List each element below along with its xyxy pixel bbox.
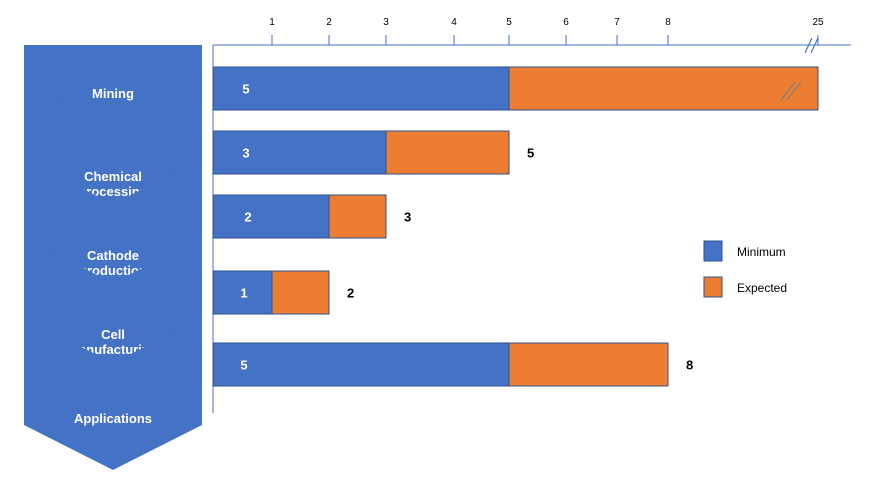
bars: 5 3 5 2 3 1 2 5 8 — [212, 66, 819, 387]
bar-break-mark — [780, 81, 796, 101]
stage-label: Mining — [92, 86, 134, 101]
bar-end-label: 2 — [347, 286, 354, 301]
bar-value-label: 2 — [244, 210, 251, 225]
bar-value-label: 3 — [242, 146, 249, 161]
x-tick-label: 4 — [451, 17, 457, 28]
x-tick-label: 6 — [563, 17, 569, 28]
bar-minimum — [212, 66, 510, 111]
legend-label: Minimum — [737, 245, 786, 259]
stage-label: Cathode — [87, 248, 139, 263]
bar-expected — [271, 270, 330, 315]
legend-swatch — [703, 240, 723, 262]
stage-label: Applications — [74, 411, 152, 426]
bar-value-label: 1 — [240, 286, 247, 301]
bar-expected — [328, 194, 387, 239]
bar-break-mark — [786, 81, 802, 101]
axis-break-mark — [810, 37, 819, 54]
bar-value-label: 5 — [242, 82, 249, 97]
x-tick-label: 2 — [326, 17, 332, 28]
stage-label: Chemical — [84, 169, 142, 184]
bar-end-label: 3 — [404, 210, 411, 225]
bar-end-label: 8 — [686, 358, 693, 373]
stage-chevrons: MiningChemicalprocessingCathodeproductio… — [24, 45, 202, 470]
legend: Minimum Expected — [703, 240, 787, 298]
stage-chevron — [24, 318, 202, 470]
bar-minimum — [212, 130, 387, 175]
legend-swatch — [703, 276, 723, 298]
bar-minimum — [212, 342, 510, 387]
stage-label: Cell — [101, 327, 125, 342]
bar-expected — [508, 342, 669, 387]
x-tick-label: 25 — [812, 17, 824, 28]
legend-label: Expected — [737, 281, 787, 295]
stage-label: production — [79, 263, 147, 278]
bar-minimum — [212, 194, 330, 239]
bar-expected — [508, 66, 819, 111]
bar-end-label: 5 — [527, 146, 534, 161]
axis-break-mark — [804, 37, 813, 54]
bar-expected — [385, 130, 510, 175]
x-tick-label: 7 — [614, 17, 620, 28]
x-tick-label: 5 — [506, 17, 512, 28]
bar-value-label: 5 — [240, 358, 247, 373]
x-tick-label: 8 — [665, 17, 671, 28]
x-tick-label: 1 — [269, 17, 275, 28]
x-tick-label: 3 — [383, 17, 389, 28]
